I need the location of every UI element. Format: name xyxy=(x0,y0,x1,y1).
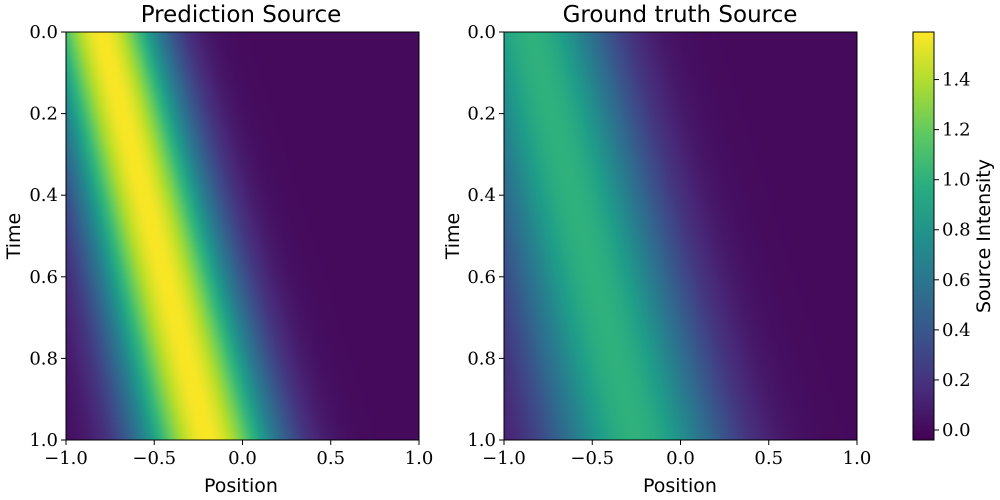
y-tick-label: 0.8 xyxy=(467,348,496,369)
heatmap-image xyxy=(504,32,857,440)
x-tick-label: −1.0 xyxy=(44,448,88,469)
y-tick-label: 0.0 xyxy=(29,22,58,43)
x-ticks: −1.0 −0.5 0.0 0.5 1.0 xyxy=(44,440,433,469)
x-tick-label: 0.5 xyxy=(754,448,783,469)
y-tick-label: 0.6 xyxy=(29,267,58,288)
colorbar-tick-label: 0.6 xyxy=(942,270,971,291)
x-tick-label: −0.5 xyxy=(570,448,614,469)
x-tick-label: 0.0 xyxy=(228,448,257,469)
y-axis-label: Time xyxy=(442,213,464,261)
x-tick-label: −0.5 xyxy=(132,448,176,469)
panel-prediction: Prediction Source −1.0 −0.5 0.0 0.5 1.0 0.00… xyxy=(3,2,433,497)
colorbar-tick-label: 1.2 xyxy=(942,120,971,141)
y-axis-label: Time xyxy=(3,213,25,261)
colorbar-tick-label: 1.4 xyxy=(942,70,971,91)
colorbar-tick-label: 0.2 xyxy=(942,370,971,391)
y-tick-label: 0.4 xyxy=(467,185,496,206)
colorbar-frame xyxy=(912,31,935,441)
x-tick-label: −1.0 xyxy=(482,448,526,469)
colorbar-ticks: 0.0 0.2 0.4 0.6 0.8 1.0 1.2 1.4 xyxy=(934,70,971,441)
x-axis-label: Position xyxy=(204,475,278,497)
y-tick-label: 0.6 xyxy=(467,267,496,288)
panel-ground-truth: Ground truth Source −1.0 −0.5 0.0 0.5 1.0 0.… xyxy=(442,2,871,497)
x-tick-label: 0.0 xyxy=(666,448,695,469)
y-tick-label: 0.2 xyxy=(467,104,496,125)
colorbar-gradient xyxy=(913,32,934,440)
colorbar-tick-label: 1.0 xyxy=(942,170,971,191)
colorbar-tick-label: 0.4 xyxy=(942,320,971,341)
y-tick-label: 0.4 xyxy=(29,185,58,206)
panel-title: Prediction Source xyxy=(141,2,342,28)
colorbar-tick-label: 0.0 xyxy=(942,420,971,441)
heatmap-image xyxy=(66,32,419,440)
y-tick-label: 0.2 xyxy=(29,104,58,125)
x-axis-label: Position xyxy=(643,475,717,497)
y-tick-label: 1.0 xyxy=(29,430,58,451)
y-tick-label: 1.0 xyxy=(467,430,496,451)
y-ticks: 0.0 0.2 0.4 0.6 0.8 1.0 xyxy=(467,22,504,451)
panel-title: Ground truth Source xyxy=(563,2,798,28)
x-tick-label: 0.5 xyxy=(316,448,345,469)
y-tick-label: 0.8 xyxy=(29,348,58,369)
colorbar-tick-label: 0.8 xyxy=(942,220,971,241)
y-tick-label: 0.0 xyxy=(467,22,496,43)
x-tick-label: 1.0 xyxy=(405,448,434,469)
colorbar-label: Source Intensity xyxy=(973,159,995,313)
x-tick-label: 1.0 xyxy=(843,448,872,469)
y-ticks: 0.0 0.2 0.4 0.6 0.8 1.0 xyxy=(29,22,66,451)
colorbar: 0.0 0.2 0.4 0.6 0.8 1.0 1.2 1.4 Source Intensit… xyxy=(912,31,995,441)
x-ticks: −1.0 −0.5 0.0 0.5 1.0 xyxy=(482,440,871,469)
